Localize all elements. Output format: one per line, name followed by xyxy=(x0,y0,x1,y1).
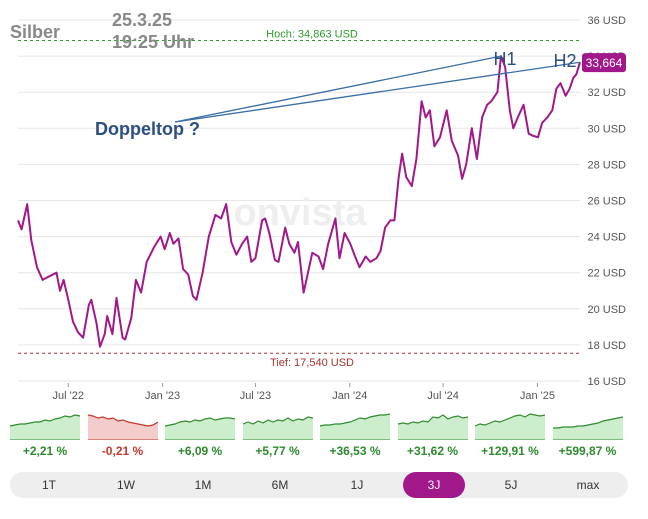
performance-sparkline xyxy=(242,416,313,440)
performance-item[interactable]: +2,21 % xyxy=(10,410,80,460)
performance-label: +5,77 % xyxy=(255,444,300,458)
sparkline-area xyxy=(10,415,80,440)
performance-label: +2,21 % xyxy=(22,444,68,458)
performance-item[interactable]: +129,91 % xyxy=(475,410,545,460)
performance-label: +599,87 % xyxy=(558,444,617,458)
last-value-badge xyxy=(582,53,626,73)
sparkline-area xyxy=(87,415,158,440)
performance-label: +6,09 % xyxy=(177,444,223,458)
tab-1t[interactable]: 1T xyxy=(41,478,56,492)
sparkline-line xyxy=(165,417,235,427)
y-tick-label: 22 USD xyxy=(587,268,626,280)
sparkline-area xyxy=(475,414,545,440)
x-tick-label: Jul '24 xyxy=(427,390,458,402)
sparkline-area xyxy=(165,418,235,440)
performance-row: +2,21 % -0,21 % +6,09 % +5,77 % +36,53 % +31,… xyxy=(10,410,630,460)
annotation-doppeltop: Doppeltop ? xyxy=(95,119,200,139)
performance-label: -0,21 % xyxy=(101,444,144,458)
y-tick-label: 26 USD xyxy=(587,196,626,208)
x-tick-label: Jul '22 xyxy=(53,390,84,402)
timeframe-tabs: 1T 1W 1M 6M 1J 3J 5J max xyxy=(10,472,628,498)
sparkline-line xyxy=(475,413,545,427)
sparkline-area xyxy=(320,414,390,440)
sparkline-line xyxy=(552,416,623,429)
sparkline-line xyxy=(242,416,313,425)
performance-sparkline xyxy=(475,413,545,440)
price-line xyxy=(17,55,581,348)
performance-item[interactable]: +6,09 % xyxy=(165,410,235,460)
y-tick-label: 30 USD xyxy=(587,123,626,135)
silver-price-chart: 16 USD 18 USD 20 USD 22 USD 24 USD 26 USD 28 U… xyxy=(10,10,626,402)
tab-1j[interactable]: 1J xyxy=(350,478,364,492)
y-tick-label: 36 USD xyxy=(587,15,626,27)
trendline-h1 xyxy=(174,55,502,123)
sparkline-line xyxy=(10,414,80,427)
performance-item[interactable]: +31,62 % xyxy=(397,410,468,460)
performance-sparkline xyxy=(552,416,623,440)
low-label: Tief: 17,540 USD xyxy=(270,357,354,369)
y-tick-label: 32 USD xyxy=(587,87,626,99)
sparkline-line xyxy=(320,413,390,427)
performance-label: +129,91 % xyxy=(481,444,539,458)
performance-item[interactable]: +36,53 % xyxy=(320,410,390,460)
performance-sparkline xyxy=(320,413,390,440)
tab-1w[interactable]: 1W xyxy=(117,478,135,492)
performance-label: +36,53 % xyxy=(329,444,381,458)
high-label: Hoch: 34,863 USD xyxy=(266,29,358,41)
tab-6m[interactable]: 6M xyxy=(271,478,289,492)
y-tick-label: 24 USD xyxy=(587,232,626,244)
sparkline-area xyxy=(397,415,468,440)
tab-1m[interactable]: 1M xyxy=(194,478,212,492)
x-tick-label: Jan '23 xyxy=(145,390,180,402)
performance-sparkline xyxy=(397,414,468,440)
performance-sparkline xyxy=(10,414,80,440)
sparkline-line xyxy=(397,414,468,425)
date-line-1: 25.3.25 xyxy=(112,10,172,30)
sparkline-line xyxy=(87,414,158,427)
sparkline-area xyxy=(552,417,623,440)
y-tick-label: 16 USD xyxy=(587,376,626,388)
date-line-2: 19:25 Uhr xyxy=(112,32,194,52)
y-tick-label: 20 USD xyxy=(587,304,626,316)
performance-item[interactable]: +5,77 % xyxy=(242,410,313,460)
watermark-logo: onvista xyxy=(233,192,367,234)
performance-item[interactable]: +599,87 % xyxy=(552,410,623,460)
sparkline-area xyxy=(242,417,313,440)
trendline-h2 xyxy=(174,61,581,123)
last-value-label: 33,664 xyxy=(586,56,623,70)
performance-sparkline xyxy=(165,417,235,440)
x-tick-label: Jan '24 xyxy=(332,390,367,402)
x-tick-label: Jan '25 xyxy=(520,390,555,402)
annotation-h1: H1 xyxy=(494,49,517,69)
performance-label: +31,62 % xyxy=(406,444,459,458)
y-tick-label: 18 USD xyxy=(587,340,626,352)
chart-title: Silber xyxy=(10,22,60,42)
y-tick-label: 28 USD xyxy=(587,159,626,171)
performance-item[interactable]: -0,21 % xyxy=(87,410,158,460)
tab-3j[interactable]: 3J xyxy=(403,472,465,498)
tab-max[interactable]: max xyxy=(576,478,600,492)
annotation-h2: H2 xyxy=(553,51,576,71)
x-tick-label: Jul '23 xyxy=(240,390,271,402)
tab-5j[interactable]: 5J xyxy=(504,478,518,492)
performance-sparkline xyxy=(87,414,158,440)
